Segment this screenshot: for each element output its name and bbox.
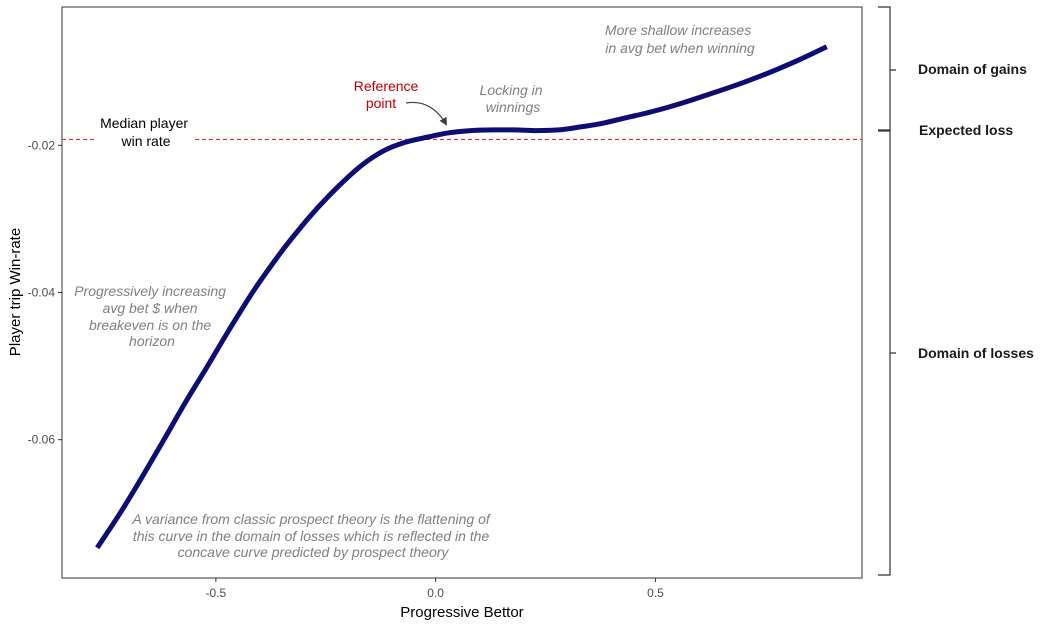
domain-of-losses-label: Domain of losses	[918, 345, 1034, 361]
x-tick-label: 0.5	[647, 586, 664, 600]
gains-brace	[878, 6, 896, 131]
locking-note-line: winnings	[486, 99, 540, 115]
losses-note-line: breakeven is on the	[89, 317, 211, 333]
domain-of-gains-label: Domain of gains	[918, 61, 1027, 77]
y-tick-label: -0.04	[28, 286, 56, 300]
variance-note-line: concave curve predicted by prospect theo…	[178, 544, 450, 560]
y-tick-label: -0.06	[28, 433, 56, 447]
gains-note: More shallow increases in avg bet when w…	[605, 22, 755, 56]
expected-loss-label: Expected loss	[919, 122, 1013, 138]
x-axis-title: Progressive Bettor	[400, 604, 523, 621]
losses-note-line: avg bet $ when	[103, 300, 198, 316]
median-label: Median player win rate	[100, 115, 192, 149]
losses-note-line: horizon	[129, 333, 175, 349]
series-line	[95, 44, 828, 550]
locking-note-line: Locking in	[480, 82, 543, 98]
losses-note-line: Progressively increasing	[74, 283, 226, 299]
gains-note-line: More shallow increases	[605, 22, 751, 38]
variance-note: A variance from classic prospect theory …	[131, 511, 493, 560]
y-tick-label: -0.02	[28, 138, 56, 152]
losses-note: Progressively increasing avg bet $ when …	[74, 283, 230, 349]
y-axis: -0.02 -0.04 -0.06	[28, 138, 62, 447]
y-axis-title: Player trip Win-rate	[7, 228, 24, 356]
reference-point-label: Reference point	[354, 78, 422, 111]
reference-point-label-line: Reference	[354, 78, 419, 94]
x-tick-label: 0.0	[427, 586, 444, 600]
losses-brace	[878, 130, 896, 576]
reference-point-label-line: point	[366, 95, 396, 111]
x-tick-label: -0.5	[206, 586, 227, 600]
median-label-background	[96, 113, 194, 151]
variance-note-line: this curve in the domain of losses which…	[133, 528, 490, 544]
reference-point-arrow	[405, 101, 447, 126]
median-label-line: win rate	[120, 133, 170, 149]
median-label-line: Median player	[100, 115, 188, 131]
gains-note-line: in avg bet when winning	[605, 40, 755, 56]
variance-note-line: A variance from classic prospect theory …	[131, 511, 492, 527]
x-axis: -0.5 0.0 0.5	[206, 578, 664, 600]
locking-note: Locking in winnings	[480, 82, 547, 115]
